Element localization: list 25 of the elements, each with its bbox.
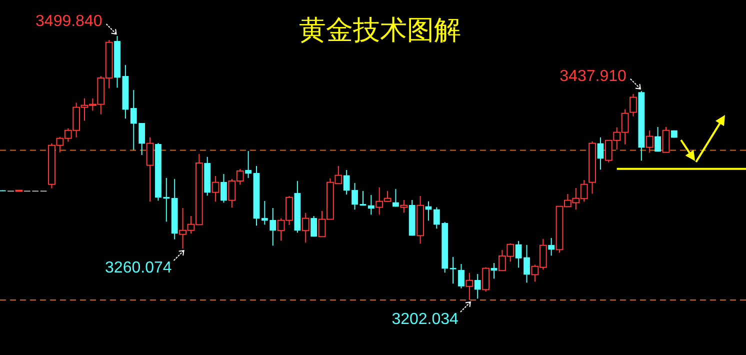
annotation: 3260.074 xyxy=(105,260,172,277)
candlestick xyxy=(597,136,604,170)
candlestick xyxy=(245,150,252,178)
candlestick xyxy=(474,273,481,300)
candlestick xyxy=(630,94,637,117)
candlestick xyxy=(466,272,474,300)
candlestick xyxy=(146,136,154,202)
candlestick xyxy=(212,176,220,202)
candlestick xyxy=(654,126,661,152)
candlestick xyxy=(548,237,555,256)
candlestick xyxy=(450,256,456,284)
candlestick xyxy=(646,130,654,154)
candlestick xyxy=(392,188,399,208)
candlestick xyxy=(310,215,318,238)
candlestick xyxy=(482,266,490,292)
candlestick xyxy=(400,199,408,214)
chart-title: 黄金技术图解 xyxy=(299,15,461,46)
text: 3499.840 xyxy=(36,13,102,30)
candlestick xyxy=(368,194,374,216)
candlestick xyxy=(220,173,227,204)
candlestick xyxy=(458,263,464,289)
text: 3202.034 xyxy=(392,311,459,328)
annotation: 3437.910 xyxy=(560,68,627,85)
candlestick xyxy=(662,126,670,153)
candlestick xyxy=(302,212,310,244)
